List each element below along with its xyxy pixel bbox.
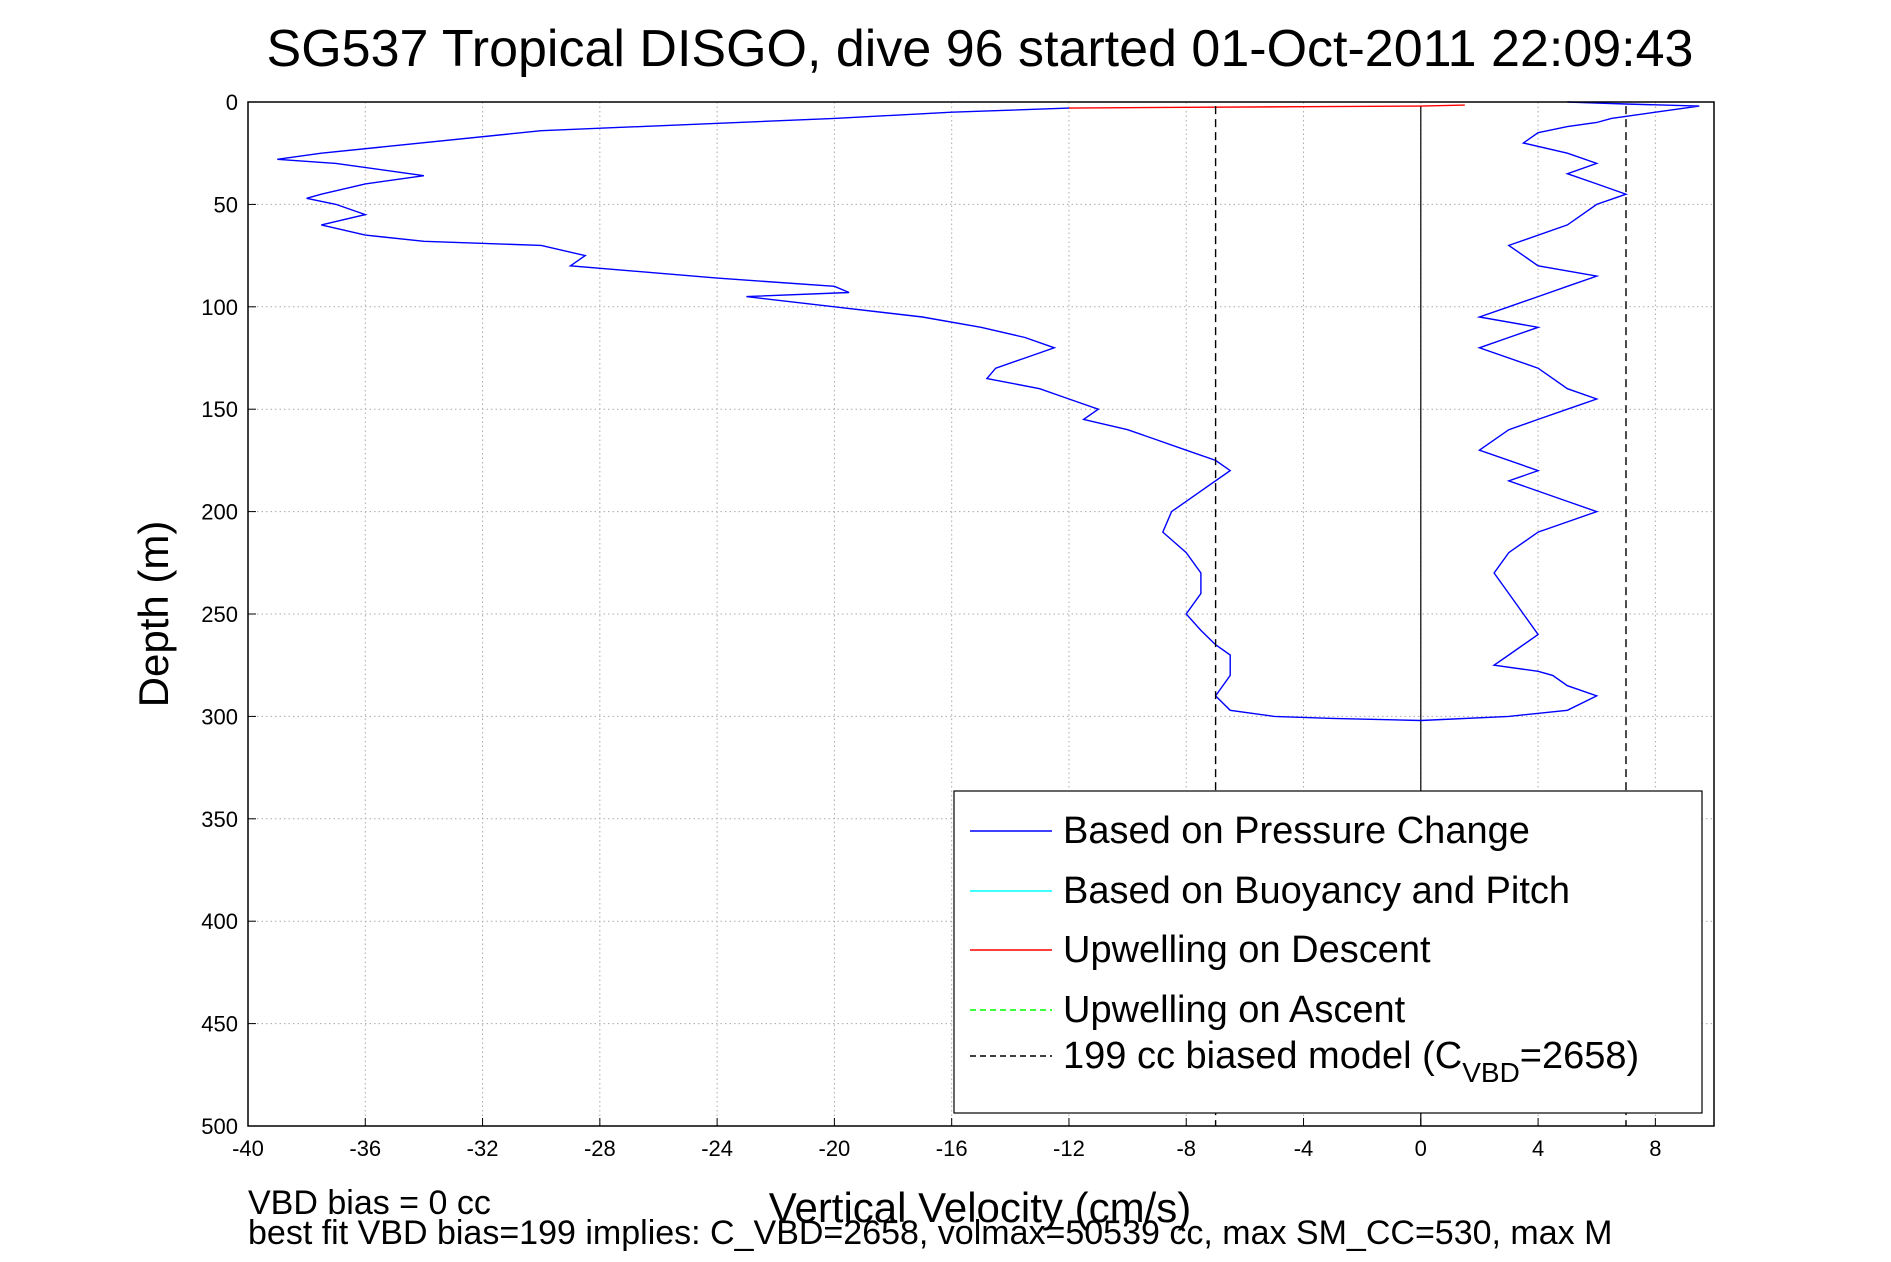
y-tick-label: 400 — [201, 909, 238, 934]
y-tick-label: 250 — [201, 602, 238, 627]
legend-box — [953, 790, 1703, 1114]
series-2-line — [1068, 104, 1465, 109]
x-tick-label: -8 — [1176, 1136, 1196, 1161]
x-tick-label: 0 — [1415, 1136, 1427, 1161]
y-tick-labels: 0 50 100 150 200 250 300 350 400 450 500 — [201, 90, 238, 1139]
x-tick-label: -32 — [467, 1136, 499, 1161]
legend-label-3: Upwelling on Ascent — [1063, 989, 1406, 1031]
y-tick-label: 0 — [226, 90, 238, 115]
y-tick-label: 100 — [201, 295, 238, 320]
x-tick-label: -40 — [232, 1136, 264, 1161]
x-tick-label: -12 — [1053, 1136, 1085, 1161]
legend-entries: Based on Pressure Change Based on Buoyanc… — [970, 810, 1639, 1088]
footer-line-1: VBD bias = 0 cc — [248, 1184, 491, 1222]
legend: Based on Pressure Change Based on Buoyanc… — [953, 790, 1703, 1114]
y-tick-label: 450 — [201, 1012, 238, 1037]
y-tick-label: 300 — [201, 704, 238, 729]
x-tick-label: -20 — [819, 1136, 851, 1161]
y-tick-label: 50 — [214, 192, 238, 217]
axes-box — [247, 101, 1715, 1127]
pressure-velocity-ascent-line — [1420, 101, 1700, 722]
pressure-velocity-descent-line — [277, 107, 1421, 722]
x-tick-label: 8 — [1649, 1136, 1661, 1161]
footer-line-2: best fit VBD bias=199 implies: C_VBD=265… — [248, 1214, 1612, 1252]
x-tick-label: 4 — [1532, 1136, 1544, 1161]
x-tick-label: -24 — [701, 1136, 733, 1161]
y-tick-label: 350 — [201, 807, 238, 832]
x-tick-label: -4 — [1294, 1136, 1314, 1161]
x-tick-label: -28 — [584, 1136, 616, 1161]
y-tick-label: 500 — [201, 1114, 238, 1139]
chart-title: SG537 Tropical DISGO, dive 96 started 01… — [267, 20, 1694, 78]
y-tick-label: 200 — [201, 500, 238, 525]
x-axis-label: Vertical Velocity (cm/s) — [769, 1184, 1191, 1231]
legend-label-4: 199 cc biased model (CVBD=2658) — [1063, 1035, 1639, 1088]
x-tick-label: -36 — [349, 1136, 381, 1161]
x-tick-label: -16 — [936, 1136, 968, 1161]
y-tick-label: 150 — [201, 397, 238, 422]
legend-label-2: Upwelling on Descent — [1063, 929, 1431, 971]
x-tick-labels: -40 -36 -32 -28 -24 -20 -16 -12 -8 -4 0 4 8 — [232, 1136, 1661, 1161]
y-axis-label: Depth (m) — [130, 521, 177, 708]
legend-label-1: Based on Buoyancy and Pitch — [1063, 870, 1570, 912]
legend-label-0: Based on Pressure Change — [1063, 810, 1530, 852]
